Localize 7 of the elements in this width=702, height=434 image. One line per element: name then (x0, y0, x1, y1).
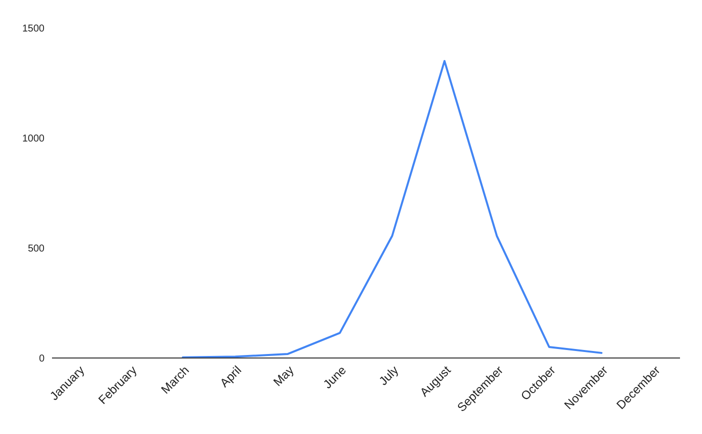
line-series (182, 60, 602, 358)
y-tick-label: 0 (38, 354, 45, 364)
y-tick-label: 1000 (22, 134, 45, 144)
y-tick-label: 500 (28, 244, 45, 254)
x-tick-label: July (376, 363, 402, 388)
y-tick-label: 1500 (22, 24, 45, 34)
x-tick-label: May (270, 363, 296, 390)
